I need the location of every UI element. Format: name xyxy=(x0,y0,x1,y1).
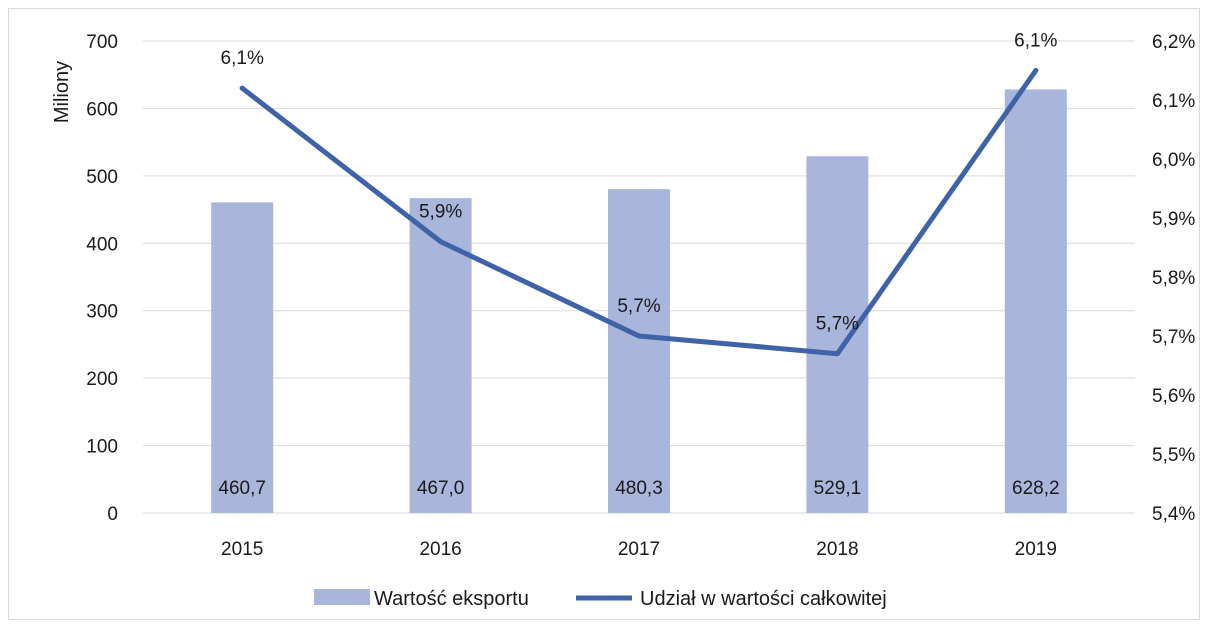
y2-tick-label: 5,9% xyxy=(1152,209,1195,230)
y-tick-label: 700 xyxy=(86,32,118,53)
legend-line-label: Udział w wartości całkowitej xyxy=(640,588,887,610)
x-tick-label: 2018 xyxy=(816,539,858,560)
line-value-label: 6,1% xyxy=(1014,31,1057,52)
x-tick-label: 2019 xyxy=(1015,539,1057,560)
y-tick-label: 400 xyxy=(86,234,118,255)
bar-value-label: 529,1 xyxy=(814,478,862,499)
bar-value-label: 480,3 xyxy=(615,478,663,499)
y-tick-label: 0 xyxy=(107,504,118,525)
line-value-label: 5,7% xyxy=(816,314,859,335)
y2-tick-label: 5,7% xyxy=(1152,327,1195,348)
y-tick-label: 200 xyxy=(86,369,118,390)
line-point xyxy=(834,351,840,357)
y-axis-left: 0 100 200 300 400 500 600 700 xyxy=(86,32,118,525)
legend-bar-swatch xyxy=(314,589,370,605)
y-tick-label: 600 xyxy=(86,99,118,120)
y-tick-label: 300 xyxy=(86,302,118,323)
y2-tick-label: 5,8% xyxy=(1152,268,1195,289)
bar-value-label: 628,2 xyxy=(1012,478,1060,499)
bar-series xyxy=(211,89,1067,514)
legend: Wartość eksportu Udział w wartości całko… xyxy=(314,588,887,610)
bar-value-label: 467,0 xyxy=(417,478,465,499)
y2-tick-label: 5,5% xyxy=(1152,445,1195,466)
line-point xyxy=(239,85,245,91)
legend-bar-label: Wartość eksportu xyxy=(374,588,529,610)
bar xyxy=(1004,89,1067,514)
bar xyxy=(608,189,670,513)
bar-value-label: 460,7 xyxy=(218,478,266,499)
x-tick-label: 2015 xyxy=(221,539,263,560)
x-tick-label: 2017 xyxy=(618,539,660,560)
line-point xyxy=(1033,68,1039,73)
line-point xyxy=(636,333,642,339)
x-axis: 2015 2016 2017 2018 2019 xyxy=(221,539,1057,560)
y-axis-title: Miliony xyxy=(51,61,73,123)
bar xyxy=(409,198,472,513)
y-tick-label: 500 xyxy=(86,167,118,188)
y2-tick-label: 6,0% xyxy=(1152,150,1195,171)
line-value-label: 5,7% xyxy=(617,296,660,317)
y-tick-label: 100 xyxy=(86,437,118,458)
line-series xyxy=(239,68,1039,357)
data-labels: 460,7 467,0 480,3 529,1 628,2 6,1% 5,9% 5,7% 5,7… xyxy=(218,31,1059,500)
bar xyxy=(806,156,869,514)
line-value-label: 6,1% xyxy=(221,48,264,69)
y2-tick-label: 5,4% xyxy=(1152,504,1195,525)
line-point xyxy=(438,239,444,245)
y2-tick-label: 6,2% xyxy=(1152,32,1195,53)
x-tick-label: 2016 xyxy=(419,539,461,560)
y2-tick-label: 5,6% xyxy=(1152,386,1195,407)
bar xyxy=(211,202,274,513)
y2-tick-label: 6,1% xyxy=(1152,91,1195,112)
line-value-label: 5,9% xyxy=(419,202,462,223)
y-axis-right: 5,4% 5,5% 5,6% 5,7% 5,8% 5,9% 6,0% 6,1% 6,2% xyxy=(1152,32,1195,525)
